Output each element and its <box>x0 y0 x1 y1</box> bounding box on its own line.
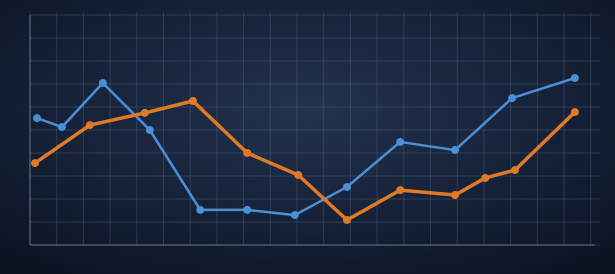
point <box>508 94 516 102</box>
point <box>396 186 404 194</box>
point <box>86 121 94 129</box>
point <box>571 108 579 116</box>
point <box>243 149 251 157</box>
point <box>58 123 66 131</box>
point <box>189 97 197 105</box>
point <box>571 74 579 82</box>
point <box>511 166 519 174</box>
point <box>294 171 302 179</box>
point <box>451 191 459 199</box>
point <box>31 159 39 167</box>
point <box>343 216 351 224</box>
point <box>196 206 204 214</box>
point <box>451 146 459 154</box>
point <box>33 114 41 122</box>
point <box>396 138 404 146</box>
point <box>481 174 489 182</box>
chart <box>0 0 615 274</box>
point <box>291 211 299 219</box>
point <box>146 126 154 134</box>
point <box>243 206 251 214</box>
point <box>343 183 351 191</box>
point <box>141 109 149 117</box>
background <box>0 0 615 274</box>
point <box>99 79 107 87</box>
